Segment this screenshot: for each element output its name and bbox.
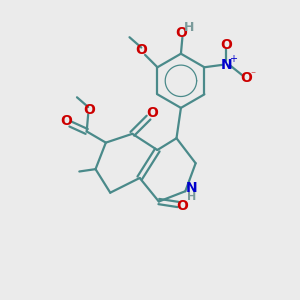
Text: O: O [176, 199, 188, 213]
Text: O: O [176, 26, 188, 40]
Text: N: N [185, 181, 197, 195]
Text: O: O [135, 44, 147, 58]
Text: O: O [60, 114, 72, 128]
Text: O: O [220, 38, 232, 52]
Text: O: O [83, 103, 95, 117]
Text: O: O [147, 106, 159, 121]
Text: H: H [184, 21, 194, 34]
Text: +: + [229, 54, 237, 64]
Text: H: H [187, 191, 196, 202]
Text: O: O [240, 71, 252, 85]
Text: N: N [220, 58, 232, 72]
Text: ⁻: ⁻ [251, 70, 256, 80]
